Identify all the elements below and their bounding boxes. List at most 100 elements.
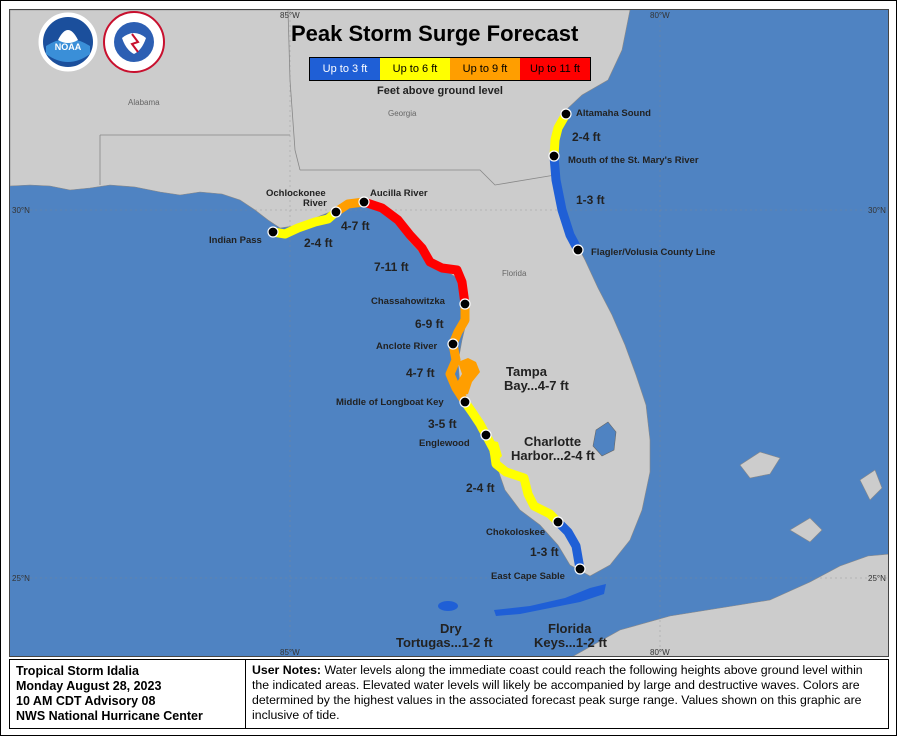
label-ochlockonee-2: River	[303, 198, 327, 209]
point-ochlockonee	[330, 206, 342, 218]
label-aucilla: Aucilla River	[370, 188, 428, 199]
graticule	[10, 10, 888, 656]
range-stmarys-flagler: 1-3 ft	[576, 193, 605, 207]
range-longboat-englewood: 3-5 ft	[428, 417, 457, 431]
point-flagler	[572, 244, 584, 256]
label-dry-tortugas-2: Tortugas...1-2 ft	[396, 635, 493, 650]
point-anclote	[447, 338, 459, 350]
point-cape-sable	[574, 563, 586, 575]
advisory-office: NWS National Hurricane Center	[16, 709, 203, 723]
label-florida-keys-1: Florida	[548, 621, 592, 636]
surge-map: 85°W 80°W 85°W 80°W 30°N 30°N 25°N 25°N …	[9, 9, 889, 657]
legend-label: Up to 9 ft	[462, 63, 508, 75]
label-charlotte-2: Harbor...2-4 ft	[511, 448, 595, 463]
legend-item-up-to-6: Up to 6 ft	[380, 58, 450, 80]
state-border-al-ga	[287, 10, 301, 171]
point-indian-pass	[267, 226, 279, 238]
legend-label: Up to 6 ft	[392, 63, 438, 75]
point-aucilla	[358, 196, 370, 208]
user-notes: User Notes: Water levels along the immed…	[246, 659, 889, 729]
land-bahamas-3	[859, 469, 883, 501]
range-aucilla-chassahowitzka: 7-11 ft	[374, 260, 409, 274]
surge-segment-altamaha-stmarys	[549, 109, 571, 161]
legend-label: Up to 3 ft	[322, 63, 368, 75]
noaa-logo-text: NOAA	[55, 42, 82, 52]
user-notes-label: User Notes:	[252, 663, 322, 677]
surge-segment-chokoloskee-capesable	[553, 517, 585, 574]
label-flagler: Flagler/Volusia County Line	[591, 247, 715, 258]
label-chokoloskee: Chokoloskee	[486, 527, 545, 538]
legend-item-up-to-9: Up to 9 ft	[450, 58, 520, 80]
advisory-box: Tropical Storm Idalia Monday August 28, …	[9, 659, 246, 729]
legend: Up to 3 ft Up to 6 ft Up to 9 ft Up to 1…	[309, 57, 591, 81]
label-charlotte-1: Charlotte	[524, 434, 581, 449]
range-anclote-longboat: 4-7 ft	[406, 366, 435, 380]
label-st-marys: Mouth of the St. Mary's River	[568, 155, 699, 166]
state-label-alabama: Alabama	[128, 98, 160, 107]
label-englewood: Englewood	[419, 438, 470, 449]
charlotte-harbor-surge	[488, 440, 502, 462]
surge-segment-longboat-englewood	[460, 397, 491, 440]
surge-segment-stmarys-flagler	[549, 151, 583, 255]
label-ochlockonee-1: Ochlockonee	[266, 188, 326, 199]
dry-tortugas-surge	[438, 601, 458, 611]
land-cuba	[572, 553, 888, 656]
nws-logo	[103, 11, 165, 73]
point-longboat	[459, 396, 471, 408]
point-chokoloskee	[552, 516, 564, 528]
lake-okeechobee	[592, 421, 617, 457]
map-canvas: 85°W 80°W 85°W 80°W 30°N 30°N 25°N 25°N …	[10, 10, 888, 657]
user-notes-text: Water levels along the immediate coast c…	[252, 663, 863, 722]
lon-label-85-bottom: 85°W	[280, 648, 300, 657]
florida-keys-surge	[494, 584, 606, 616]
point-altamaha	[560, 108, 572, 120]
lat-label-25-left: 25°N	[12, 574, 30, 583]
point-st-marys	[548, 150, 560, 162]
legend-item-up-to-11: Up to 11 ft	[520, 58, 590, 80]
surge-segment-aucilla-chassahowitzka	[359, 197, 470, 309]
label-tampa-1: Tampa	[506, 364, 548, 379]
range-altamaha-stmarys: 2-4 ft	[572, 130, 601, 144]
label-longboat: Middle of Longboat Key	[336, 397, 444, 408]
info-panel: Tropical Storm Idalia Monday August 28, …	[9, 659, 889, 729]
state-border-ga-fl	[99, 134, 556, 186]
map-title: Peak Storm Surge Forecast	[291, 21, 579, 46]
lon-label-80-bottom: 80°W	[650, 648, 670, 657]
label-florida-keys-2: Keys...1-2 ft	[534, 635, 608, 650]
label-anclote: Anclote River	[376, 341, 438, 352]
advisory-date: Monday August 28, 2023	[16, 679, 162, 693]
point-chassahowitzka	[459, 298, 471, 310]
label-altamaha: Altamaha Sound	[576, 108, 651, 119]
advisory-storm: Tropical Storm Idalia	[16, 664, 139, 678]
noaa-logo: NOAA	[37, 11, 99, 73]
land-bahamas-2	[789, 517, 823, 543]
legend-item-up-to-3: Up to 3 ft	[310, 58, 380, 80]
range-indian-ochlockonee: 2-4 ft	[304, 236, 333, 250]
lon-label-80-top: 80°W	[650, 11, 670, 20]
range-chokoloskee-capesable: 1-3 ft	[530, 545, 559, 559]
lon-label-85-top: 85°W	[280, 11, 300, 20]
label-dry-tortugas-1: Dry	[440, 621, 462, 636]
legend-label: Up to 11 ft	[530, 63, 580, 75]
state-label-georgia: Georgia	[388, 109, 417, 118]
surge-segment-chassahowitzka-anclote	[448, 299, 470, 349]
point-englewood	[480, 429, 492, 441]
label-cape-sable: East Cape Sable	[491, 571, 565, 582]
lat-label-30-left: 30°N	[12, 206, 30, 215]
range-ochlockonee-aucilla: 4-7 ft	[341, 219, 370, 233]
lat-label-25-right: 25°N	[868, 574, 886, 583]
label-chassahowitzka: Chassahowitzka	[371, 296, 446, 307]
land-bahamas-1	[739, 451, 781, 479]
advisory-number: 10 AM CDT Advisory 08	[16, 694, 156, 708]
tampa-bay-surge	[456, 358, 480, 396]
range-englewood-chokoloskee: 2-4 ft	[466, 481, 495, 495]
state-label-florida: Florida	[502, 269, 527, 278]
legend-caption: Feet above ground level	[377, 85, 503, 97]
range-chassahowitzka-anclote: 6-9 ft	[415, 317, 444, 331]
label-tampa-2: Bay...4-7 ft	[504, 378, 569, 393]
label-indian-pass: Indian Pass	[209, 235, 262, 246]
land-mainland	[10, 10, 651, 577]
lat-label-30-right: 30°N	[868, 206, 886, 215]
surge-segment-indian-pass-ochlockonee	[268, 207, 341, 239]
